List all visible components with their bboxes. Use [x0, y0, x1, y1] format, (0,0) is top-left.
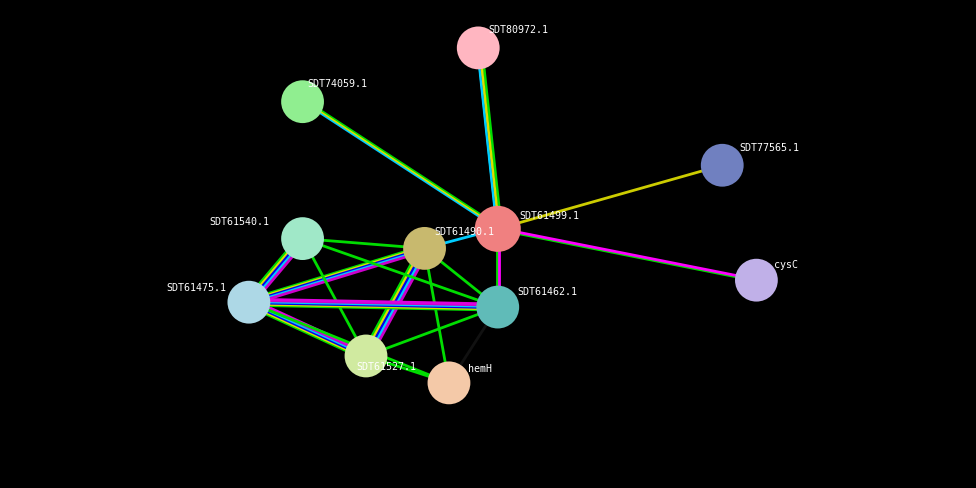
Point — [749, 277, 764, 285]
Point — [241, 299, 257, 306]
Point — [490, 304, 506, 311]
Text: hemH: hemH — [468, 364, 493, 373]
Text: SDT77565.1: SDT77565.1 — [740, 142, 799, 152]
Text: SDT61490.1: SDT61490.1 — [434, 226, 494, 236]
Point — [441, 379, 457, 387]
Point — [470, 45, 486, 53]
Text: SDT61462.1: SDT61462.1 — [517, 287, 577, 297]
Point — [417, 245, 432, 253]
Text: SDT61499.1: SDT61499.1 — [519, 211, 579, 221]
Point — [490, 225, 506, 233]
Point — [714, 162, 730, 170]
Point — [295, 235, 310, 243]
Text: SDT61527.1: SDT61527.1 — [356, 361, 416, 371]
Text: SDT61475.1: SDT61475.1 — [166, 283, 225, 293]
Point — [295, 99, 310, 106]
Text: SDT74059.1: SDT74059.1 — [307, 79, 367, 89]
Text: SDT61540.1: SDT61540.1 — [210, 217, 269, 226]
Point — [358, 352, 374, 360]
Text: cysC: cysC — [774, 260, 798, 270]
Text: SDT80972.1: SDT80972.1 — [488, 25, 548, 35]
